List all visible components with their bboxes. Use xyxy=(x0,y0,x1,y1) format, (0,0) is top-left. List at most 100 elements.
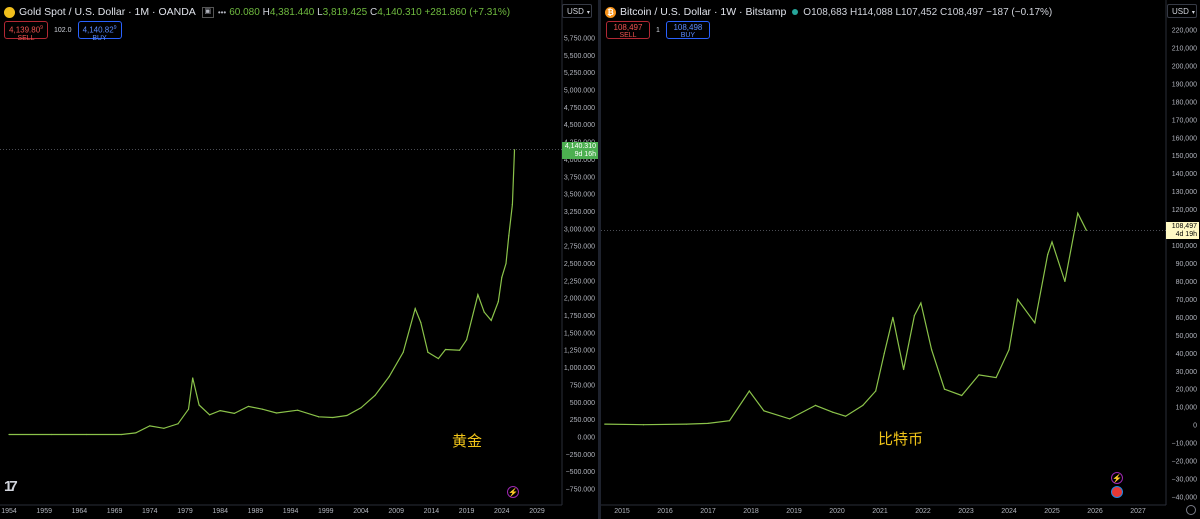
gold-currency-button[interactable]: USD ▾ xyxy=(562,4,592,18)
y-tick-label: 160,000 xyxy=(1172,135,1197,142)
gold-close: 4,140.310 xyxy=(377,6,422,18)
x-tick-label: 2020 xyxy=(829,508,845,515)
more-dots-icon[interactable]: ••• xyxy=(217,7,227,17)
data-point xyxy=(903,368,905,371)
x-tick-label: 1964 xyxy=(72,508,88,515)
bitcoin-trade-panel: 108,497 SELL 1 108,498 BUY xyxy=(606,21,710,39)
lightning-icon[interactable]: ⚡ xyxy=(1111,472,1123,484)
chevron-down-icon: ▾ xyxy=(586,10,590,16)
x-tick-label: 2022 xyxy=(915,508,931,515)
pane-divider[interactable] xyxy=(598,0,601,519)
x-tick-label: 1959 xyxy=(36,508,52,515)
x-tick-label: 2024 xyxy=(494,508,510,515)
gold-buy-sup: 9 xyxy=(113,25,117,31)
bitcoin-coin-icon: ₿ xyxy=(605,6,616,18)
price-series-line xyxy=(9,149,516,436)
gold-symbol-title[interactable]: Gold Spot / U.S. Dollar · 1M · OANDA xyxy=(19,6,196,18)
bitcoin-legend: ₿ Bitcoin / U.S. Dollar · 1W · Bitstamp … xyxy=(605,4,1052,20)
data-point xyxy=(728,420,731,422)
y-tick-label: 100,000 xyxy=(1172,243,1197,250)
y-tick-label: 3,500.000 xyxy=(564,192,595,199)
gold-sell-button[interactable]: 4,139.809 SELL xyxy=(4,21,48,42)
gold-buy-button[interactable]: 4,140.829 BUY xyxy=(77,21,122,42)
bitcoin-sell-label: SELL xyxy=(619,32,637,39)
data-point xyxy=(1017,298,1019,301)
bitcoin-symbol-title[interactable]: Bitcoin / U.S. Dollar · 1W · Bitstamp xyxy=(620,6,787,18)
bitcoin-currency-button[interactable]: USD ▾ xyxy=(1167,4,1197,18)
data-point xyxy=(444,348,447,351)
data-point xyxy=(920,302,922,304)
gold-spread: 102.0 xyxy=(54,26,72,34)
bitcoin-change: −187 (−0.17%) xyxy=(986,6,1053,18)
gold-coin-icon xyxy=(4,6,15,18)
y-tick-label: 2,000.000 xyxy=(564,296,595,303)
bitcoin-currency: USD xyxy=(1172,7,1189,16)
data-point xyxy=(275,412,278,414)
y-tick-label: 2,250.000 xyxy=(564,278,595,285)
data-point xyxy=(219,409,221,412)
data-point xyxy=(135,432,137,434)
bitcoin-countdown: 4d 19h xyxy=(1175,231,1197,239)
data-point xyxy=(388,375,390,378)
bitcoin-open-key: O xyxy=(803,6,812,18)
lightning-icon[interactable]: ⚡ xyxy=(507,486,519,498)
bitcoin-buy-label: BUY xyxy=(680,32,696,39)
x-tick-label: 2009 xyxy=(388,508,404,515)
x-tick-label: 1994 xyxy=(283,508,299,515)
settings-gear-icon[interactable] xyxy=(1186,505,1196,515)
gold-ohlc: 60.080 H4,381.440 L3,819.425 C4,140.310 … xyxy=(229,7,510,18)
data-point xyxy=(1051,241,1053,243)
y-tick-label: −10,000 xyxy=(1172,441,1198,448)
data-point xyxy=(483,311,485,313)
x-tick-label: 2004 xyxy=(353,508,369,515)
gold-sell-price: 4,139.80 xyxy=(9,25,41,35)
bitcoin-chart-pane[interactable]: 220,000 210,000 200,000 190,000 180,000 170,0… xyxy=(601,0,1200,519)
y-tick-label: 3,000.000 xyxy=(564,226,595,233)
data-point xyxy=(414,308,416,310)
gold-countdown: 9d 16h xyxy=(574,150,596,158)
hide-legend-icon[interactable]: ▣ xyxy=(201,6,214,18)
gold-legend: Gold Spot / U.S. Dollar · 1M · OANDA ▣ •… xyxy=(4,4,510,20)
x-tick-label: 1989 xyxy=(248,508,264,515)
gold-last-price: 4,140.310 xyxy=(564,142,596,150)
x-tick-label: 2016 xyxy=(657,508,673,515)
bitcoin-buy-button[interactable]: 108,498 BUY xyxy=(665,21,710,39)
data-point xyxy=(163,427,165,429)
gold-buy-label: BUY xyxy=(92,34,107,42)
event-flag-icon[interactable] xyxy=(1111,486,1123,498)
bitcoin-sell-button[interactable]: 108,497 SELL xyxy=(606,21,650,39)
data-point xyxy=(85,433,88,436)
x-tick-label: 2027 xyxy=(1130,508,1146,515)
bitcoin-low-key: L xyxy=(895,6,901,18)
data-point xyxy=(943,388,946,390)
y-tick-label: −30,000 xyxy=(1172,477,1198,484)
x-tick-label: 2018 xyxy=(743,508,759,515)
y-tick-label: 190,000 xyxy=(1172,81,1197,88)
gold-chart-pane[interactable]: 5,750.000 5,500.000 5,250.000 5,000.000 4,75… xyxy=(0,0,598,519)
gold-chart-canvas[interactable]: 5,750.000 5,500.000 5,250.000 5,000.000 4,75… xyxy=(0,0,598,519)
y-tick-label: 0 xyxy=(1193,423,1197,430)
data-point xyxy=(177,423,179,425)
x-tick-label: 1969 xyxy=(107,508,123,515)
x-tick-label: 1974 xyxy=(142,508,158,515)
gold-last-price-tag: 4,140.310 9d 16h xyxy=(562,141,598,159)
price-series-line xyxy=(604,211,1087,426)
y-tick-label: 10,000 xyxy=(1176,405,1198,412)
data-point xyxy=(505,262,507,265)
y-tick-label: 750.000 xyxy=(570,382,595,389)
bitcoin-high: 114,088 xyxy=(857,6,893,18)
x-tick-label: 1979 xyxy=(177,508,193,515)
y-tick-label: 500.000 xyxy=(570,400,595,407)
x-tick-label: 1999 xyxy=(318,508,334,515)
data-point xyxy=(247,405,249,408)
data-point xyxy=(513,149,516,151)
x-tick-label: 2026 xyxy=(1087,508,1103,515)
y-tick-label: 90,000 xyxy=(1176,261,1198,268)
bitcoin-ohlc: O108,683 H114,088 L107,452 C108,497 −187… xyxy=(803,7,1052,18)
bitcoin-low: 107,452 xyxy=(901,6,938,18)
gold-sell-sup: 9 xyxy=(40,25,43,31)
data-point xyxy=(402,351,404,353)
data-point xyxy=(209,414,211,416)
gold-low-key: L xyxy=(317,6,323,18)
y-tick-label: −500.000 xyxy=(566,469,595,476)
